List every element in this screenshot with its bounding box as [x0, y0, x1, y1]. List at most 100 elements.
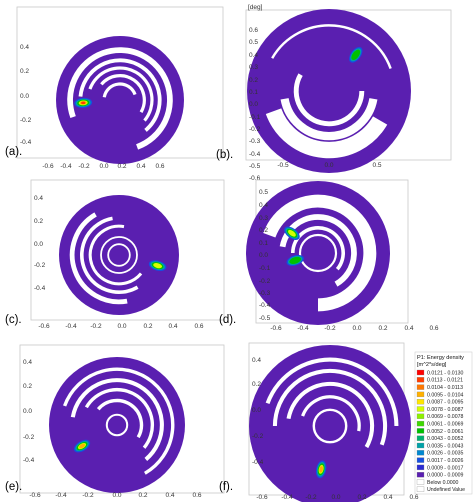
- legend-swatch: [416, 472, 425, 478]
- y-tick-label: 0.0: [23, 408, 32, 415]
- legend-entry-label: 0.0113 - 0.0121: [427, 378, 463, 384]
- plot-frame: [30, 179, 225, 321]
- x-tick-label: -0.5: [277, 162, 289, 169]
- y-tick-label: 0.2: [23, 383, 32, 390]
- x-tick-label: 0.2: [378, 325, 387, 332]
- energy-disc: [59, 195, 179, 315]
- x-tick-label: 0.6: [409, 494, 418, 501]
- y-tick-label: 0.4: [252, 357, 261, 364]
- y-tick-label: 0.4: [249, 52, 258, 59]
- undefined-region: [84, 387, 155, 449]
- x-tick-label: 0.0: [112, 492, 121, 499]
- legend-entry-label: Undefined Value: [427, 487, 465, 493]
- x-tick-label: 0.6: [429, 325, 438, 332]
- y-tick-label: -0.4: [34, 285, 46, 292]
- x-tick-label: -0.4: [55, 492, 67, 499]
- undefined-region: [100, 74, 146, 113]
- legend-swatch: [416, 442, 425, 449]
- undefined-region: [88, 224, 143, 286]
- legend-title: P1: Energy density: [417, 355, 464, 361]
- y-tick-label: 0.6: [249, 27, 258, 34]
- x-tick-label: 0.0: [99, 163, 108, 170]
- legend-entry-label: Below 0.0000: [427, 480, 459, 486]
- legend: P1: Energy density[m^2*s/deg] 0.0121 - 0.…: [414, 351, 473, 495]
- x-tick-label: 0.0: [331, 494, 340, 501]
- y-tick-label: 0.0: [20, 93, 29, 100]
- legend-entry-label: 0.0052 - 0.0061: [427, 429, 463, 435]
- y-tick-label: 0.2: [252, 381, 261, 388]
- y-tick-label: 0.0: [259, 252, 268, 259]
- y-tick-label: -0.3: [249, 138, 261, 145]
- undefined-region: [286, 381, 375, 449]
- y-tick-label: -0.5: [249, 163, 261, 170]
- undefined-region: [271, 24, 392, 69]
- x-tick-label: -0.6: [270, 325, 282, 332]
- undefined-region: [105, 413, 129, 437]
- legend-entry-label: 0.0043 - 0.0052: [427, 436, 463, 442]
- energy-disc: [249, 345, 411, 502]
- legend-swatch: [416, 486, 425, 492]
- undefined-region: [298, 233, 338, 273]
- x-tick-label: 0.4: [404, 325, 413, 332]
- panel-6: -0.6 -0.4 -0.2 0.0 0.2 0.4 0.6 0.4 0.2 0.0 -0.2 -0.…: [219, 342, 419, 502]
- legend-entry-label: 0.0061 - 0.0069: [427, 422, 463, 428]
- legend-unit: [m^2*s/deg]: [417, 362, 447, 368]
- y-tick-label: 0.2: [34, 218, 43, 225]
- x-tick-label: 0.6: [194, 323, 203, 330]
- energy-peak: [289, 256, 301, 264]
- undefined-region: [70, 378, 164, 461]
- energy-peak: [319, 466, 324, 473]
- x-tick-label: 0.4: [383, 494, 392, 501]
- x-tick-label: -0.6: [29, 492, 41, 499]
- x-tick-label: 0.6: [155, 163, 164, 170]
- y-tick-label: 0.5: [259, 189, 268, 196]
- y-tick-label: -0.5: [259, 315, 271, 322]
- energy-peak: [153, 263, 162, 269]
- y-tick-label: -0.2: [259, 278, 271, 285]
- y-tick-label: -0.2: [23, 434, 35, 441]
- x-tick-label: -0.6: [38, 323, 50, 330]
- y-tick-label: 0.2: [249, 77, 258, 84]
- legend-entry-label: 0.0026 - 0.0035: [427, 451, 463, 457]
- panel-3: -0.6 -0.4 -0.2 0.0 0.2 0.4 0.6 0.4 0.2 0.0 -0.2 -0.…: [5, 179, 225, 330]
- x-tick-label: 0.0: [324, 162, 333, 169]
- undefined-region: [291, 226, 345, 271]
- energy-peak: [351, 49, 361, 61]
- x-tick-label: -0.4: [281, 494, 293, 501]
- undefined-region: [312, 408, 348, 444]
- y-tick-label: -0.1: [249, 114, 261, 121]
- x-tick-label: -0.6: [256, 494, 268, 501]
- x-tick-label: -0.2: [305, 494, 317, 501]
- undefined-region: [88, 66, 154, 122]
- energy-peak: [79, 443, 86, 449]
- legend-entry-label: 0.0035 - 0.0043: [427, 443, 463, 449]
- y-tick-label: 0.3: [249, 64, 258, 71]
- legend-entry-label: 0.0121 - 0.0130: [427, 370, 463, 376]
- x-tick-label: -0.2: [324, 325, 336, 332]
- panel-label: (c).: [5, 314, 22, 326]
- x-tick-label: 0.5: [372, 162, 381, 169]
- undefined-region: [100, 236, 138, 274]
- x-tick-label: -0.2: [82, 492, 94, 499]
- y-tick-label: -0.4: [20, 139, 32, 146]
- y-tick-label: 0.1: [249, 89, 258, 96]
- legend-swatch: [416, 369, 425, 376]
- legend-swatch: [416, 377, 425, 383]
- undefined-region: [67, 47, 173, 150]
- y-tick-label: -0.4: [23, 457, 35, 464]
- legend-box: [414, 351, 473, 495]
- legend-entry-label: 0.0017 - 0.0026: [427, 458, 463, 464]
- legend-swatch: [416, 464, 425, 471]
- undefined-region: [96, 398, 144, 439]
- undefined-region: [69, 212, 128, 305]
- legend-entry-label: 0.0104 - 0.0113: [427, 385, 463, 391]
- legend-swatch: [416, 457, 425, 463]
- legend-swatch: [416, 406, 425, 412]
- x-tick-label: 0.4: [136, 163, 145, 170]
- x-tick-label: -0.4: [297, 325, 309, 332]
- y-tick-label: 0.4: [34, 195, 43, 202]
- x-tick-label: 0.2: [143, 323, 152, 330]
- undefined-region: [63, 367, 175, 475]
- x-tick-label: 0.2: [138, 492, 147, 499]
- plot-frame: [19, 344, 225, 494]
